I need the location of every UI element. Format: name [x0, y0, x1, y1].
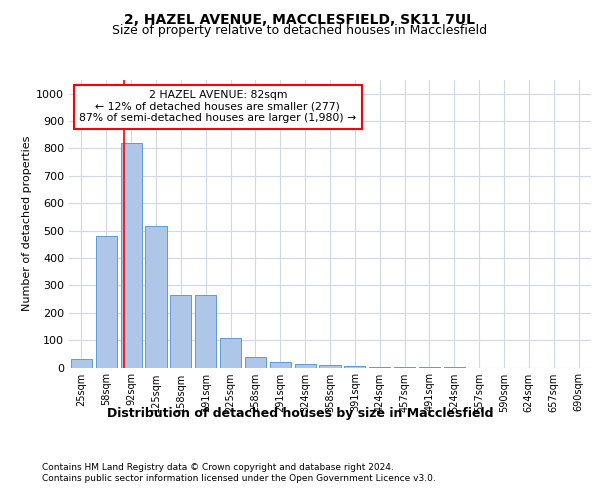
Text: Distribution of detached houses by size in Macclesfield: Distribution of detached houses by size …: [107, 408, 493, 420]
Bar: [96, 236, 117, 368]
Bar: [220, 338, 241, 368]
Bar: [71, 360, 92, 368]
Bar: [295, 364, 316, 368]
Bar: [121, 143, 142, 368]
Bar: [145, 226, 167, 368]
Text: Size of property relative to detached houses in Macclesfield: Size of property relative to detached ho…: [112, 24, 488, 37]
Bar: [170, 295, 191, 368]
Bar: [369, 366, 390, 368]
Bar: [270, 362, 291, 368]
Bar: [344, 366, 365, 368]
Bar: [195, 295, 216, 368]
Text: Contains HM Land Registry data © Crown copyright and database right 2024.: Contains HM Land Registry data © Crown c…: [42, 462, 394, 471]
Bar: [319, 366, 341, 368]
Y-axis label: Number of detached properties: Number of detached properties: [22, 136, 32, 312]
Text: 2 HAZEL AVENUE: 82sqm
← 12% of detached houses are smaller (277)
87% of semi-det: 2 HAZEL AVENUE: 82sqm ← 12% of detached …: [79, 90, 356, 124]
Text: 2, HAZEL AVENUE, MACCLESFIELD, SK11 7UL: 2, HAZEL AVENUE, MACCLESFIELD, SK11 7UL: [125, 12, 476, 26]
Bar: [245, 357, 266, 368]
Text: Contains public sector information licensed under the Open Government Licence v3: Contains public sector information licen…: [42, 474, 436, 483]
Bar: [394, 367, 415, 368]
